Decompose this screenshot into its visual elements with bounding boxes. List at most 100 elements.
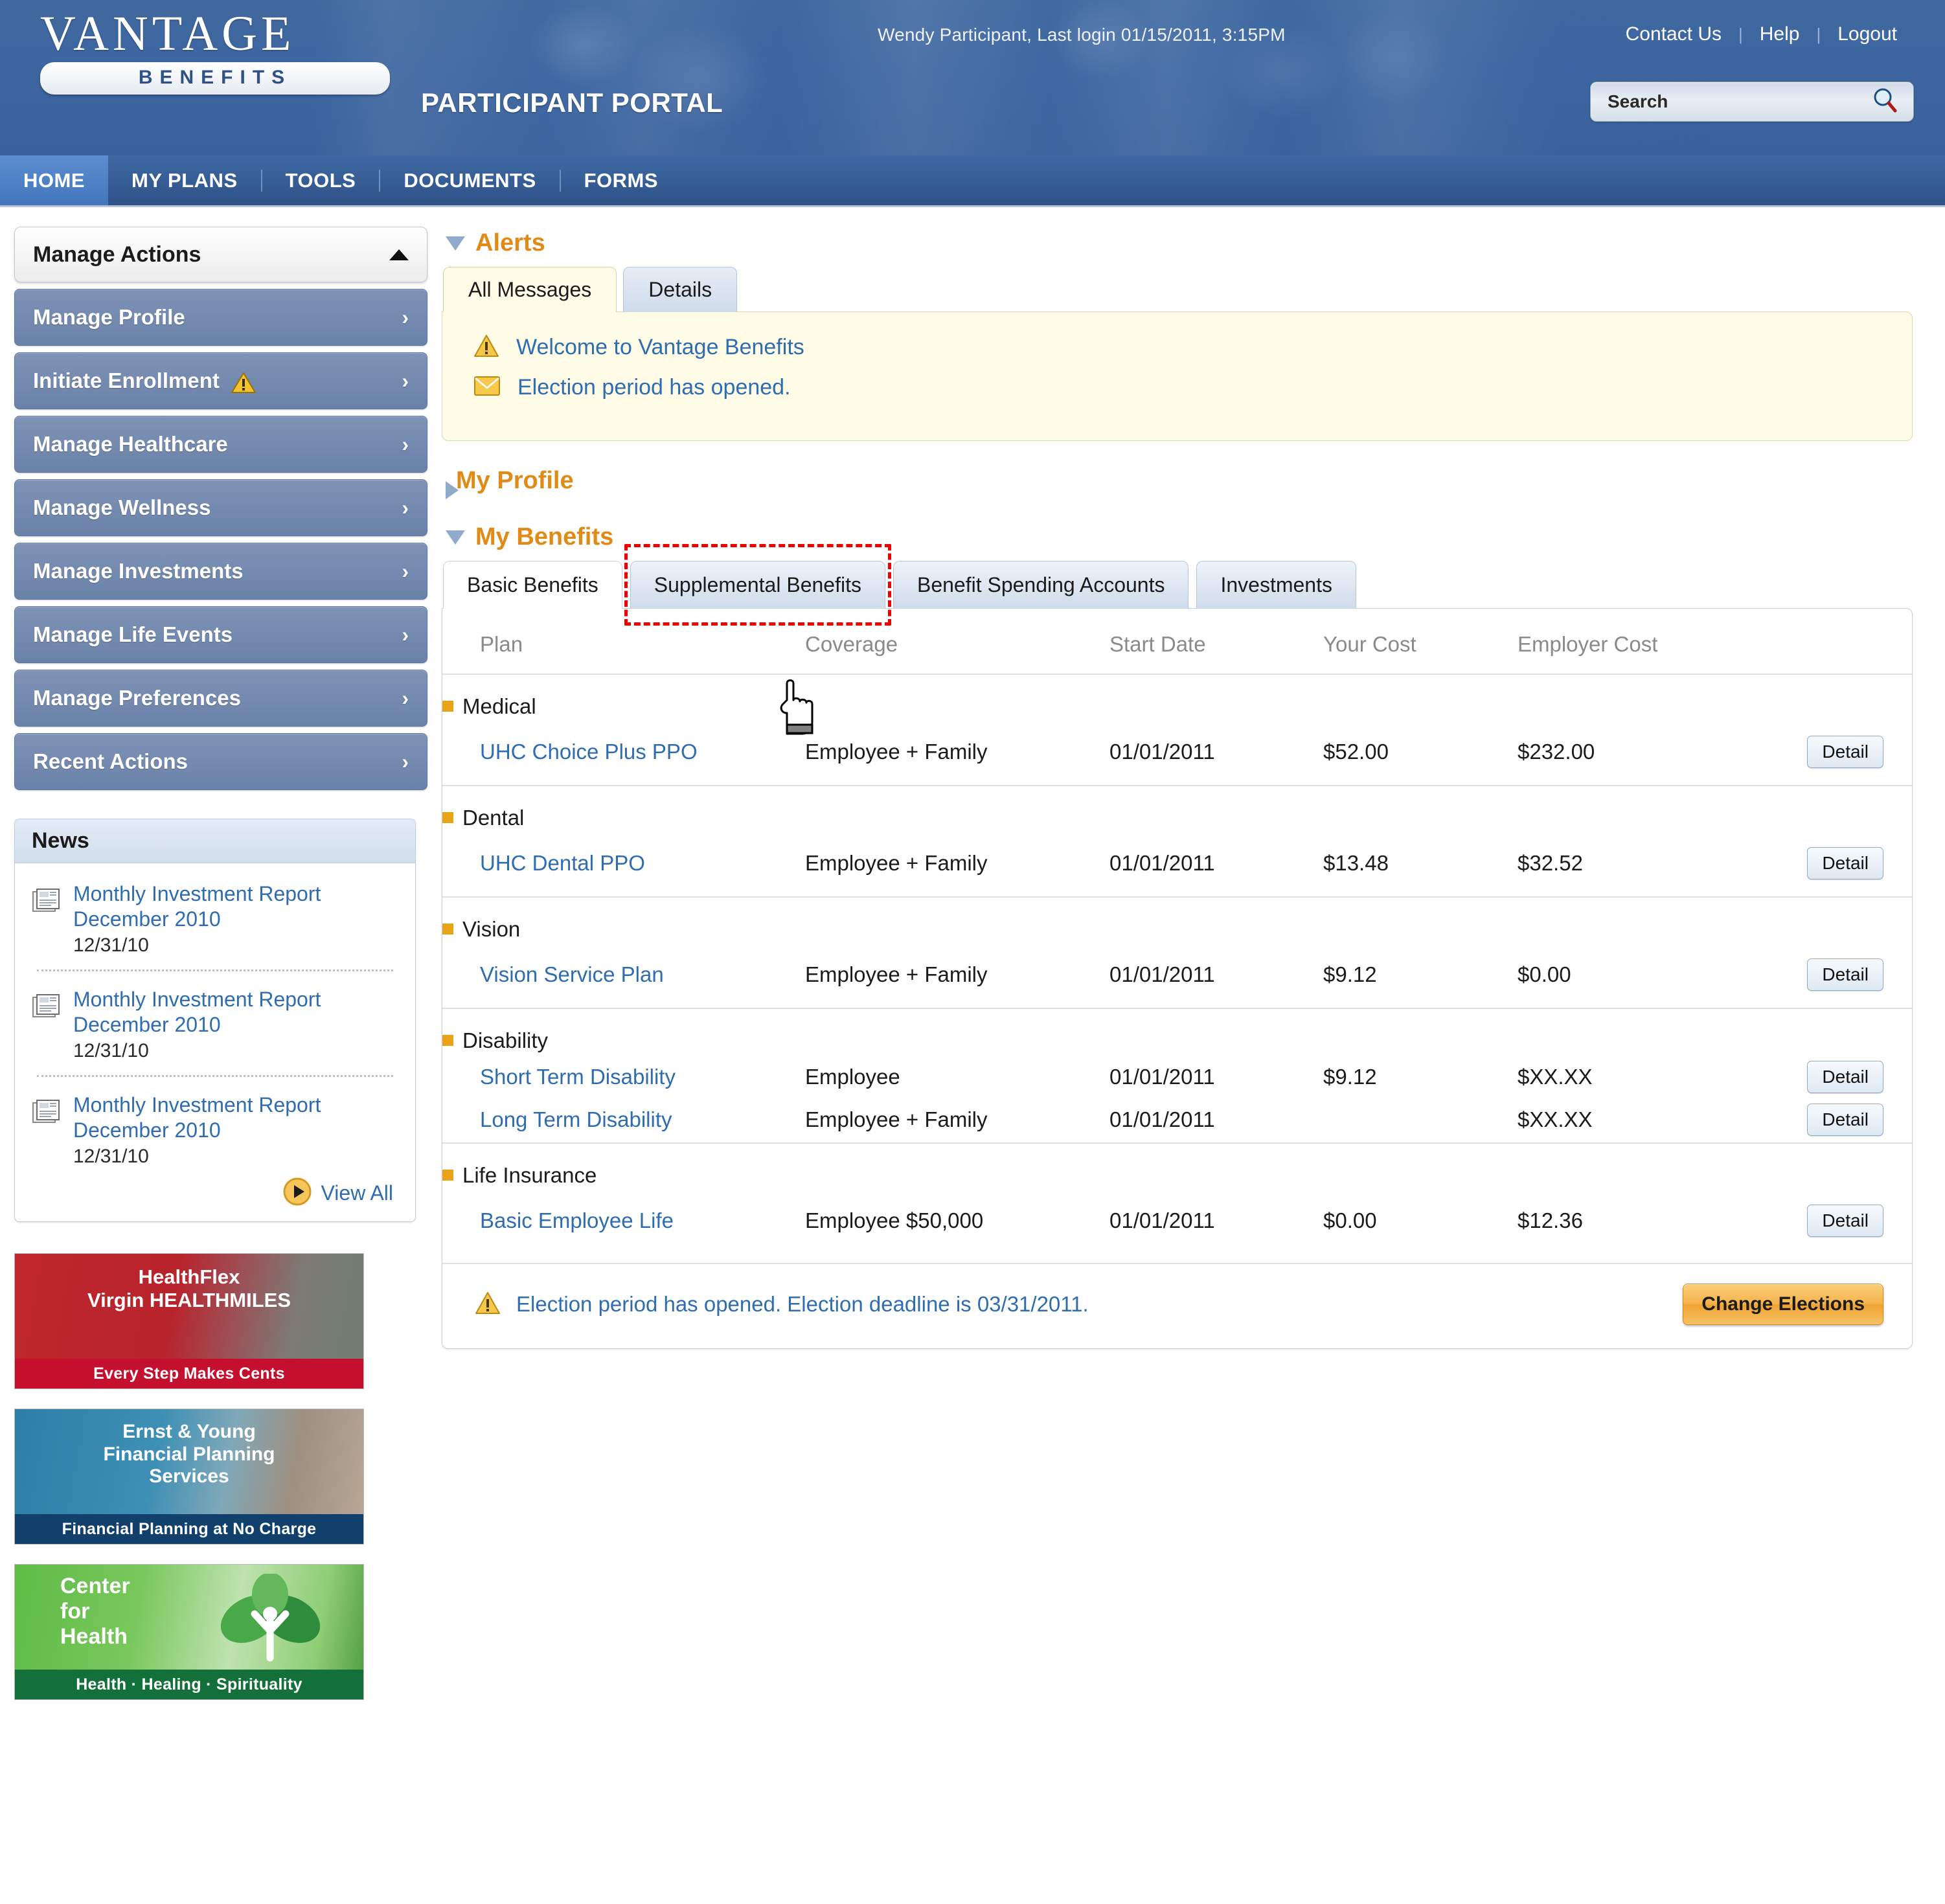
- news-item-title[interactable]: Monthly Investment Report December 2010: [73, 1093, 321, 1142]
- promo-banner-ernst-young[interactable]: Ernst & Young Financial Planning Service…: [14, 1409, 364, 1545]
- alert-message-text[interactable]: Welcome to Vantage Benefits: [516, 335, 804, 359]
- table-row[interactable]: Vision Service Plan Employee + Family 01…: [442, 946, 1912, 1008]
- table-row[interactable]: Long Term Disability Employee + Family 0…: [442, 1100, 1912, 1143]
- table-row[interactable]: UHC Choice Plus PPO Employee + Family 01…: [442, 723, 1912, 786]
- sidebar-item-manage-profile[interactable]: Manage Profile ›: [14, 289, 427, 346]
- view-all-label: View All: [321, 1181, 393, 1205]
- cell-start-date: 01/01/2011: [1109, 1065, 1215, 1089]
- detail-button[interactable]: Detail: [1807, 1104, 1883, 1136]
- cell-your-cost: $13.48: [1323, 851, 1389, 875]
- news-item-title[interactable]: Monthly Investment Report December 2010: [73, 988, 321, 1037]
- promo-line-1: HealthFlex: [138, 1265, 240, 1289]
- alert-message-text[interactable]: Election period has opened.: [518, 375, 791, 400]
- logout-link[interactable]: Logout: [1837, 23, 1897, 45]
- benefit-group-row: Life Insurance: [442, 1142, 1912, 1192]
- warning-icon: [231, 372, 256, 394]
- group-label: Dental: [462, 806, 525, 830]
- nav-item-documents[interactable]: DOCUMENTS: [404, 168, 536, 192]
- search-box[interactable]: [1590, 82, 1914, 122]
- table-row[interactable]: Basic Employee Life Employee $50,000 01/…: [442, 1192, 1912, 1254]
- news-item-title[interactable]: Monthly Investment Report December 2010: [73, 882, 321, 931]
- detail-button[interactable]: Detail: [1807, 958, 1883, 991]
- alerts-section-header[interactable]: Alerts: [446, 229, 1919, 257]
- triangle-down-icon[interactable]: [446, 530, 465, 545]
- sidebar-item-manage-preferences[interactable]: Manage Preferences ›: [14, 670, 427, 727]
- search-input[interactable]: [1591, 91, 1850, 112]
- table-row[interactable]: UHC Dental PPO Employee + Family 01/01/2…: [442, 834, 1912, 897]
- plan-link[interactable]: Short Term Disability: [480, 1065, 676, 1089]
- view-all-news-button[interactable]: View All: [32, 1177, 398, 1210]
- tab-supplemental-benefits[interactable]: Supplemental Benefits: [630, 561, 885, 609]
- tab-basic-benefits[interactable]: Basic Benefits: [443, 561, 622, 609]
- sidebar-item-manage-wellness[interactable]: Manage Wellness ›: [14, 479, 427, 536]
- nav-separator-1: [260, 169, 262, 192]
- chevron-right-icon: ›: [402, 749, 409, 773]
- tab-benefit-spending-accounts[interactable]: Benefit Spending Accounts: [893, 561, 1189, 609]
- sidebar-item-manage-healthcare[interactable]: Manage Healthcare ›: [14, 416, 427, 473]
- chevron-right-icon: ›: [402, 368, 409, 392]
- user-login-info: Wendy Participant, Last login 01/15/2011…: [878, 25, 1286, 45]
- contact-us-link[interactable]: Contact Us: [1625, 23, 1722, 45]
- nav-item-tools[interactable]: TOOLS: [285, 168, 356, 192]
- benefit-group-name-cell: Dental: [442, 785, 1912, 834]
- tab-investments[interactable]: Investments: [1196, 561, 1356, 609]
- detail-button[interactable]: Detail: [1807, 847, 1883, 879]
- table-row[interactable]: Short Term Disability Employee 01/01/201…: [442, 1057, 1912, 1100]
- plan-link[interactable]: Long Term Disability: [480, 1107, 672, 1131]
- plan-link[interactable]: Vision Service Plan: [480, 962, 664, 986]
- nav-item-forms[interactable]: FORMS: [584, 168, 659, 192]
- chevron-right-icon: ›: [402, 495, 409, 519]
- plan-link[interactable]: UHC Dental PPO: [480, 851, 645, 875]
- list-item[interactable]: Monthly Investment Report December 2010 …: [32, 1087, 398, 1170]
- nav-item-my-plans[interactable]: MY PLANS: [131, 168, 238, 192]
- plan-link[interactable]: UHC Choice Plus PPO: [480, 740, 698, 764]
- promo-banner-caption: Financial Planning at No Charge: [15, 1514, 363, 1545]
- manage-actions-label: Manage Actions: [33, 242, 201, 267]
- benefit-group-name-cell: Vision: [442, 896, 1912, 946]
- caret-up-icon[interactable]: [389, 249, 409, 260]
- promo-banner-center-for-health[interactable]: Center for Health Health · Healing · Spi…: [14, 1564, 364, 1701]
- nav-item-home[interactable]: HOME: [0, 155, 108, 205]
- alerts-tab-bar: All Messages Details: [443, 266, 1919, 312]
- manage-actions-accordion-header[interactable]: Manage Actions: [14, 227, 427, 282]
- detail-button[interactable]: Detail: [1807, 1205, 1883, 1237]
- leaf-logo-icon: [214, 1572, 324, 1674]
- sidebar-item-manage-life-events[interactable]: Manage Life Events ›: [14, 606, 427, 663]
- plan-link[interactable]: Basic Employee Life: [480, 1208, 674, 1232]
- sidebar-item-manage-investments[interactable]: Manage Investments ›: [14, 543, 427, 600]
- cell-start-date: 01/01/2011: [1109, 740, 1215, 764]
- my-profile-section-header[interactable]: My Profile: [446, 467, 1919, 499]
- alert-message[interactable]: Welcome to Vantage Benefits: [473, 334, 1886, 361]
- list-item[interactable]: Monthly Investment Report December 2010 …: [32, 982, 398, 1065]
- cell-start-date: 01/01/2011: [1109, 962, 1215, 986]
- brand-logo[interactable]: VANTAGE BENEFITS: [40, 9, 390, 95]
- my-benefits-section-header[interactable]: My Benefits: [446, 523, 1919, 551]
- column-header-plan: Plan: [480, 632, 523, 656]
- my-benefits-heading: My Benefits: [475, 523, 614, 550]
- sidebar-item-label: Initiate Enrollment: [33, 368, 220, 392]
- detail-button[interactable]: Detail: [1807, 736, 1883, 768]
- link-separator-2: |: [1816, 24, 1821, 44]
- sidebar-item-initiate-enrollment[interactable]: Initiate Enrollment ›: [14, 352, 427, 409]
- column-header-actions: [1751, 627, 1912, 674]
- column-header-your-cost: Your Cost: [1323, 632, 1416, 656]
- alert-message[interactable]: Election period has opened.: [473, 375, 1886, 400]
- list-item[interactable]: Monthly Investment Report December 2010 …: [32, 876, 398, 959]
- search-icon[interactable]: [1871, 86, 1899, 118]
- group-label: Life Insurance: [462, 1163, 597, 1187]
- sidebar: Manage Actions Manage Profile › Initiate…: [0, 207, 427, 1719]
- alerts-panel: Welcome to Vantage Benefits Election per…: [442, 312, 1913, 441]
- brand-name-primary: VANTAGE: [40, 6, 295, 61]
- detail-button[interactable]: Detail: [1807, 1061, 1883, 1093]
- sidebar-item-label: Manage Wellness: [33, 495, 211, 519]
- help-link[interactable]: Help: [1759, 23, 1800, 45]
- cell-employer-cost: $12.36: [1518, 1208, 1583, 1232]
- triangle-down-icon[interactable]: [446, 236, 465, 251]
- benefit-group-row: Dental: [442, 785, 1912, 834]
- change-elections-button[interactable]: Change Elections: [1683, 1284, 1883, 1325]
- tab-all-messages[interactable]: All Messages: [443, 267, 617, 312]
- sidebar-item-recent-actions[interactable]: Recent Actions ›: [14, 733, 427, 790]
- promo-banner-healthflex[interactable]: HealthFlex Virgin HEALTHMILES Every Step…: [14, 1253, 364, 1390]
- newspaper-icon: [32, 888, 62, 957]
- tab-details[interactable]: Details: [623, 267, 738, 312]
